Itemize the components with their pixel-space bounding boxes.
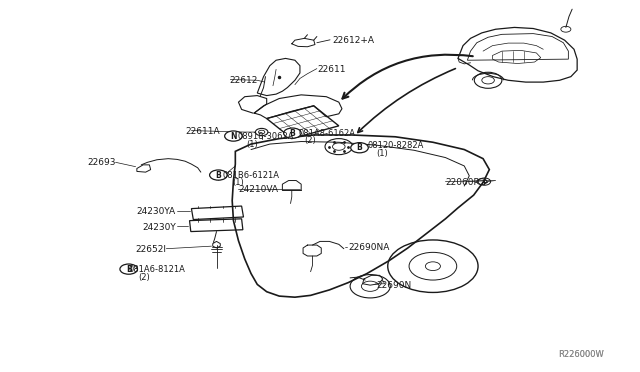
Text: (1): (1) (246, 140, 258, 148)
Circle shape (210, 170, 227, 180)
Circle shape (120, 264, 138, 274)
Text: 22612+A: 22612+A (333, 36, 374, 45)
Text: B: B (356, 143, 362, 152)
Text: 22690NA: 22690NA (348, 244, 390, 253)
Text: R226000W: R226000W (558, 350, 604, 359)
Text: 08120-8282A: 08120-8282A (367, 141, 424, 150)
Text: 22611A: 22611A (185, 127, 220, 136)
Text: 22611: 22611 (317, 65, 346, 74)
Circle shape (284, 128, 301, 138)
Text: 22612: 22612 (229, 76, 257, 85)
Circle shape (351, 142, 368, 153)
Circle shape (225, 131, 242, 141)
Text: B: B (126, 264, 132, 274)
Text: 22690N: 22690N (376, 280, 412, 290)
Text: 081A6-8121A: 081A6-8121A (129, 265, 186, 274)
Text: (1): (1) (232, 178, 244, 187)
Text: 24210VA: 24210VA (239, 185, 278, 194)
Text: B: B (216, 171, 221, 180)
Text: 24230YA: 24230YA (136, 207, 176, 216)
Text: (2): (2) (305, 136, 316, 145)
Text: N: N (230, 132, 237, 141)
Text: 22652I: 22652I (135, 245, 166, 254)
Text: 22693: 22693 (88, 158, 116, 167)
Text: (2): (2) (138, 273, 150, 282)
Text: 24230Y: 24230Y (142, 224, 176, 232)
Text: R226000W: R226000W (558, 350, 604, 359)
Text: 08918-3062A: 08918-3062A (237, 132, 294, 141)
Text: B: B (289, 129, 295, 138)
Text: 081B6-6121A: 081B6-6121A (223, 171, 280, 180)
Text: (1): (1) (376, 149, 388, 158)
Text: 22060P: 22060P (445, 178, 479, 187)
Text: 081A8-6162A: 081A8-6162A (298, 129, 355, 138)
